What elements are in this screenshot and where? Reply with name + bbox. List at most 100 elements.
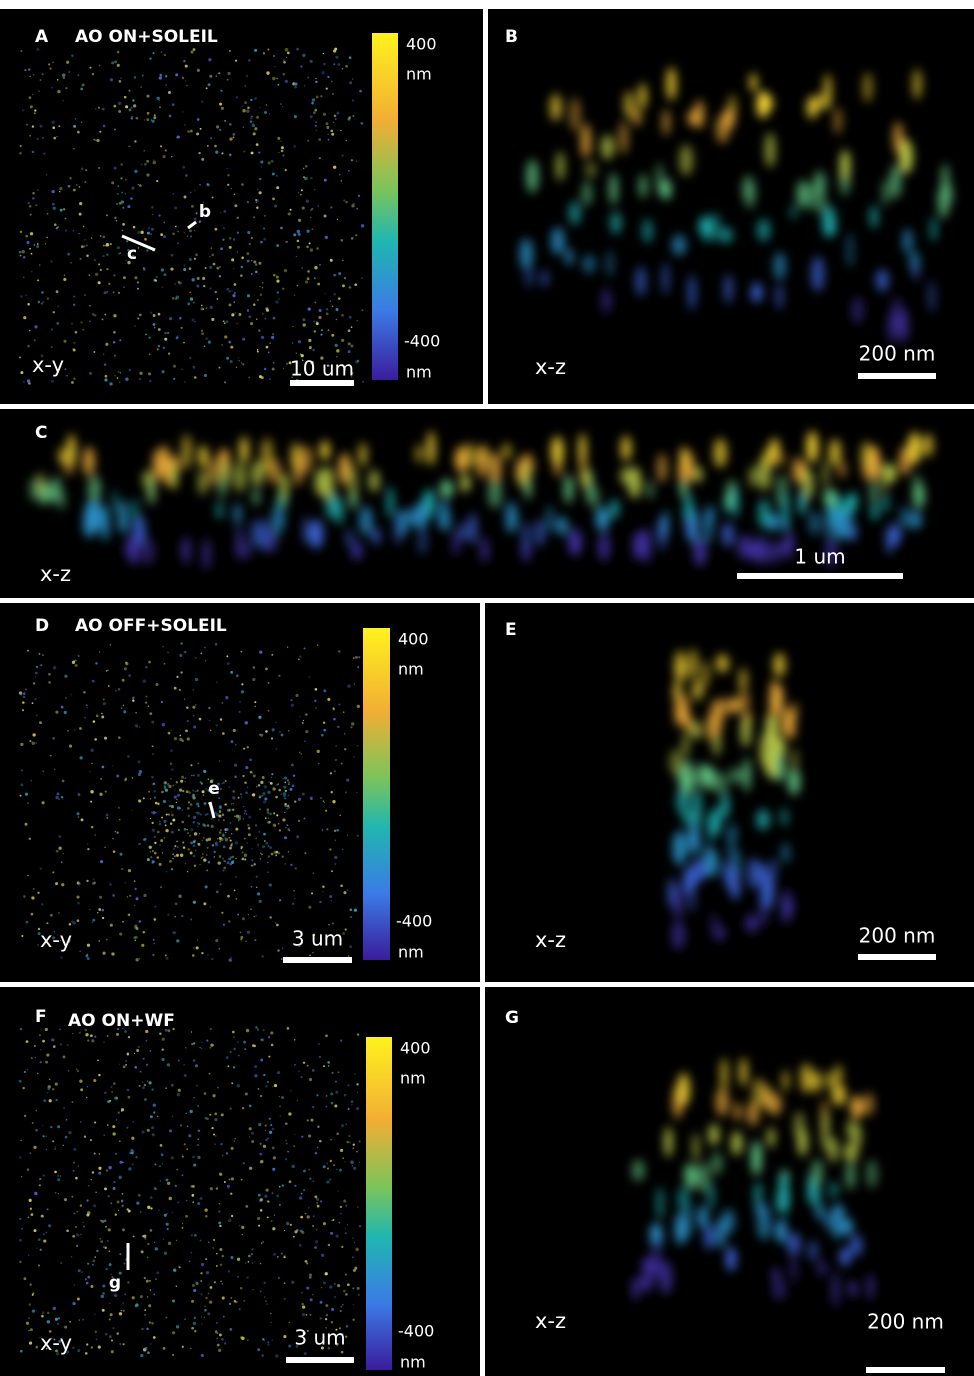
localization — [284, 812, 285, 813]
localization — [21, 1176, 22, 1177]
localization — [173, 365, 176, 368]
localization — [261, 1242, 262, 1243]
localization — [230, 844, 232, 846]
localization — [269, 883, 272, 886]
localization — [160, 233, 163, 236]
localization — [350, 908, 353, 911]
localization — [191, 1327, 194, 1330]
localization — [162, 286, 164, 288]
localization — [209, 1300, 212, 1303]
localization — [54, 769, 55, 770]
localization — [825, 1071, 836, 1089]
localization — [134, 925, 137, 928]
localization — [353, 1167, 356, 1170]
localization — [238, 313, 241, 316]
localization — [194, 218, 197, 221]
localization — [125, 537, 137, 560]
localization — [207, 183, 210, 186]
localization — [850, 1234, 863, 1257]
localization — [387, 487, 394, 518]
localization — [144, 1277, 146, 1279]
localization — [546, 505, 552, 533]
localization — [240, 793, 242, 795]
localization — [132, 1296, 135, 1299]
localization — [58, 835, 61, 838]
localization — [317, 644, 318, 645]
localization — [199, 718, 202, 721]
localization — [149, 1321, 151, 1323]
localization — [293, 890, 294, 891]
localization — [331, 81, 333, 83]
localization — [258, 1123, 261, 1126]
localization — [24, 69, 26, 71]
localization — [266, 808, 269, 811]
localization — [341, 763, 343, 765]
localization — [184, 381, 185, 382]
localization — [334, 856, 337, 859]
localization — [299, 716, 301, 718]
localization — [268, 1036, 270, 1038]
localization — [258, 152, 260, 154]
localization — [170, 749, 173, 752]
localization — [294, 898, 296, 900]
localization — [324, 214, 327, 217]
localization — [734, 1102, 741, 1121]
localization — [112, 489, 118, 513]
localization — [157, 831, 160, 834]
localization — [283, 792, 286, 795]
localization — [358, 1294, 360, 1296]
localization — [344, 277, 346, 279]
localization — [97, 912, 98, 913]
localization — [50, 755, 52, 757]
localization — [136, 1201, 139, 1204]
localization — [91, 1039, 94, 1042]
localization — [160, 145, 162, 147]
localization — [26, 1040, 29, 1043]
localization — [193, 1042, 195, 1044]
localization — [284, 1298, 286, 1300]
localization — [667, 877, 677, 907]
localization — [342, 68, 344, 70]
localization — [333, 293, 336, 296]
localization — [678, 660, 687, 677]
localization — [210, 137, 212, 139]
localization — [123, 1263, 125, 1265]
localization — [336, 308, 339, 311]
localization — [255, 199, 257, 201]
localization — [140, 1295, 143, 1298]
localization — [117, 64, 120, 67]
localization — [226, 168, 227, 169]
localization — [321, 1254, 324, 1257]
localization — [254, 701, 256, 703]
colorbar — [366, 1037, 392, 1370]
localization — [47, 297, 49, 299]
localization — [128, 1096, 131, 1099]
localization — [24, 1071, 26, 1073]
localization — [135, 724, 138, 727]
localization — [31, 913, 34, 916]
localization — [323, 689, 326, 692]
localization — [223, 819, 225, 821]
localization — [102, 1284, 105, 1287]
localization — [77, 919, 80, 922]
localization — [142, 75, 144, 77]
localization — [329, 1178, 331, 1180]
view-label: x-y — [40, 1331, 72, 1355]
localization — [231, 1177, 234, 1180]
localization — [146, 1282, 147, 1283]
localization — [282, 155, 284, 157]
localization — [20, 371, 23, 374]
localization — [117, 246, 120, 249]
localization — [154, 842, 156, 844]
localization — [274, 66, 275, 67]
localization — [305, 713, 307, 715]
localization — [288, 795, 289, 796]
localization — [308, 307, 311, 310]
localization — [180, 1124, 182, 1126]
localization — [151, 1126, 154, 1129]
localization — [302, 793, 305, 796]
localization — [94, 1036, 96, 1038]
localization — [246, 110, 249, 113]
localization — [161, 791, 164, 794]
localization — [180, 642, 182, 644]
